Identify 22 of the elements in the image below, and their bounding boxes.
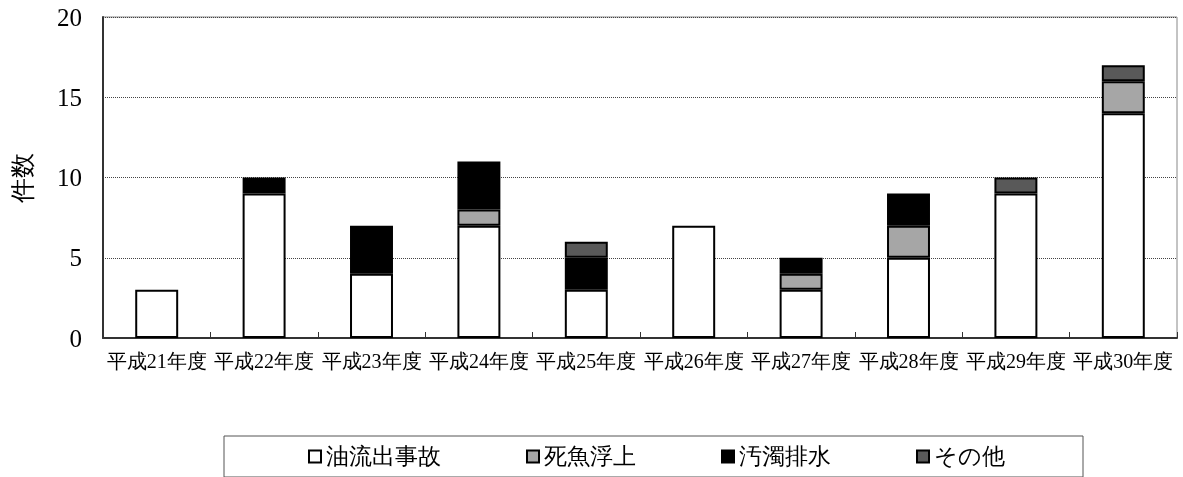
legend-label: 汚濁排水 <box>739 444 831 469</box>
y-tick-label: 15 <box>57 83 82 111</box>
x-tick-label: 平成26年度 <box>643 350 744 372</box>
bar <box>135 289 179 338</box>
x-tick-label: 平成23年度 <box>321 350 422 372</box>
y-tick-label: 0 <box>69 324 82 352</box>
x-tick-label: 平成25年度 <box>536 350 637 372</box>
y-tick-label: 20 <box>57 3 82 31</box>
y-axis-title: 件数 <box>9 152 36 203</box>
x-tick-label: 平成27年度 <box>751 350 852 372</box>
y-tick-label: 5 <box>69 244 82 272</box>
x-tick-label: 平成28年度 <box>858 350 959 372</box>
bar <box>672 225 716 338</box>
legend-label: その他 <box>934 444 1005 469</box>
y-tick-label: 10 <box>57 164 82 191</box>
x-tick-label: 平成21年度 <box>106 350 207 372</box>
x-tick-label: 平成30年度 <box>1073 350 1174 372</box>
legend-label: 油流出事故 <box>326 444 441 469</box>
x-tick-label: 平成29年度 <box>965 350 1066 372</box>
x-tick-label: 平成24年度 <box>428 350 529 372</box>
legend-label: 死魚浮上 <box>544 444 636 469</box>
x-tick-label: 平成22年度 <box>214 350 315 372</box>
